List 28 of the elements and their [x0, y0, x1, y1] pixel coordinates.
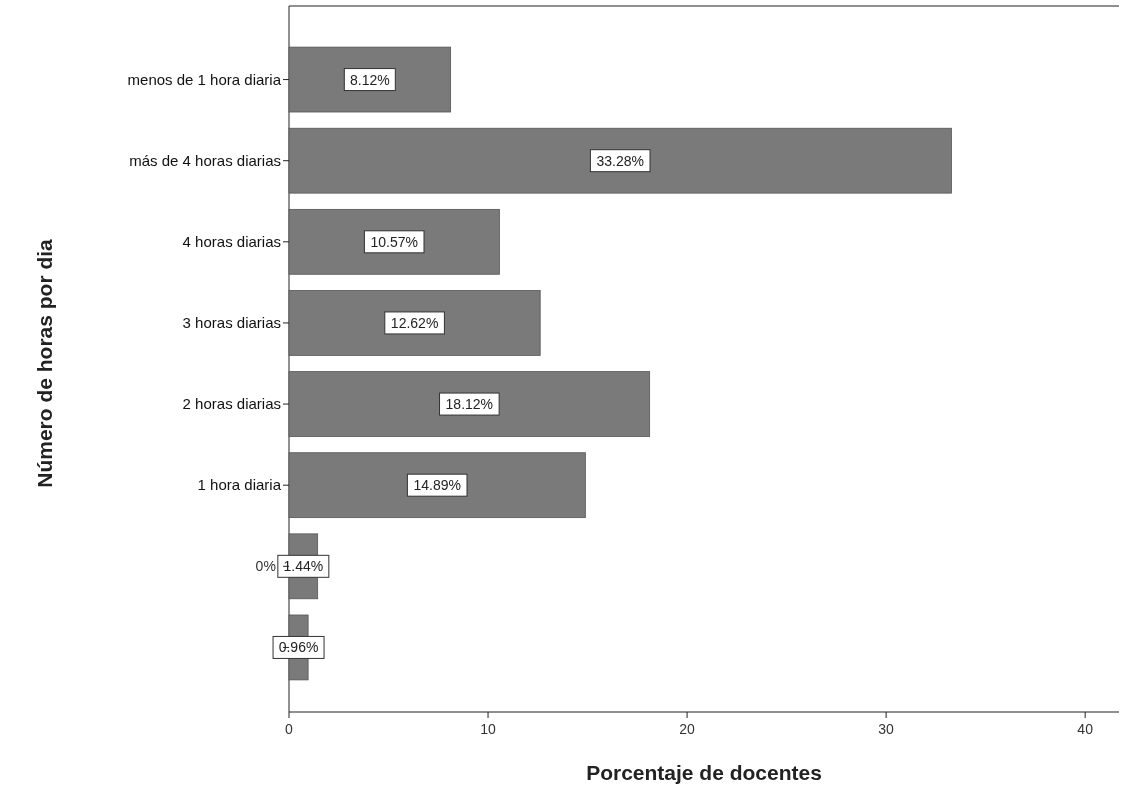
x-tick-label: 40	[1077, 721, 1094, 737]
data-label: 12.62%	[390, 314, 439, 331]
text: 0%	[255, 558, 276, 575]
bar	[288, 452, 586, 519]
y-axis-title: Número de horas por dia	[33, 238, 56, 488]
y-tick-label: 4 horas diarias	[182, 232, 281, 250]
bar	[288, 127, 952, 194]
x-tick-label: 10	[480, 721, 497, 737]
data-label: 1.44%	[283, 558, 324, 575]
y-tick-label: 3 horas diarias	[182, 313, 281, 331]
y-tick-label: 1 hora diaria	[197, 476, 282, 494]
bar	[288, 208, 500, 275]
bar	[288, 371, 651, 437]
x-axis-title: Porcentaje de docentes	[586, 761, 822, 784]
y-tick-label: 2 horas diarias	[182, 395, 281, 413]
x-tick-label: 20	[679, 721, 696, 737]
data-label: 10.57%	[370, 233, 418, 250]
data-label: 0.96%	[278, 639, 319, 656]
data-label: 8.12%	[349, 71, 390, 88]
bar	[288, 290, 541, 356]
y-tick-label: menos de 1 hora diaria	[127, 70, 282, 88]
y-tick-label: más de 4 horas diarias	[129, 151, 281, 169]
bar	[288, 46, 452, 113]
x-tick-label: 30	[878, 721, 895, 737]
data-label: 18.12%	[445, 396, 494, 413]
data-label: 14.89%	[413, 477, 461, 494]
data-label: 33.28%	[596, 152, 644, 169]
x-tick-label: 0	[285, 721, 294, 737]
